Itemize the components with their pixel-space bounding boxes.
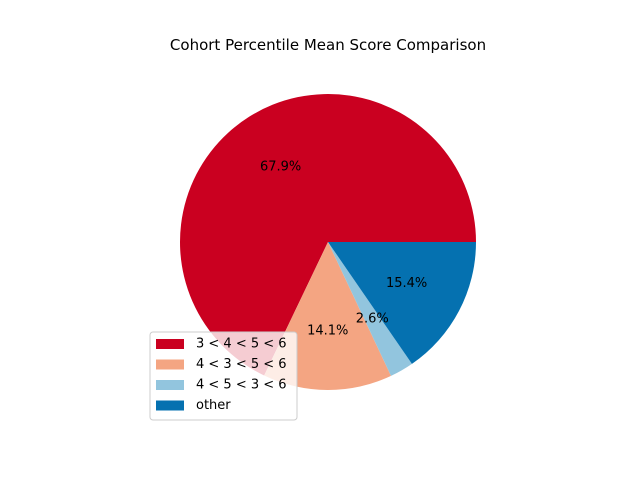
legend-label: 4 < 3 < 5 < 6 [196, 357, 287, 372]
legend-swatch [156, 380, 184, 390]
legend-label: other [196, 398, 231, 413]
legend-label: 3 < 4 < 5 < 6 [196, 337, 287, 352]
legend-swatch [156, 339, 184, 349]
legend: 3 < 4 < 5 < 6 4 < 3 < 5 < 6 4 < 5 < 3 < 6 o… [149, 331, 298, 421]
legend-swatch [156, 359, 184, 370]
legend-frame [149, 331, 298, 421]
legend-label: 4 < 5 < 3 < 6 [196, 378, 287, 393]
pie-slices [180, 94, 476, 390]
pie-slice-3-4-5-6 [180, 94, 476, 376]
chart-title: Cohort Percentile Mean Score Comparison [170, 36, 486, 54]
slice-percent-label: 14.1% [307, 323, 348, 338]
pie-slice-other [328, 242, 476, 364]
pie-slice-4-5-3-6 [328, 242, 412, 376]
legend-swatch [156, 400, 184, 411]
slice-percent-label: 2.6% [356, 311, 389, 326]
percent-labels: 67.9% 14.1% 2.6% 15.4% [260, 159, 427, 338]
slice-percent-label: 67.9% [260, 159, 301, 174]
slice-percent-label: 15.4% [386, 276, 427, 291]
